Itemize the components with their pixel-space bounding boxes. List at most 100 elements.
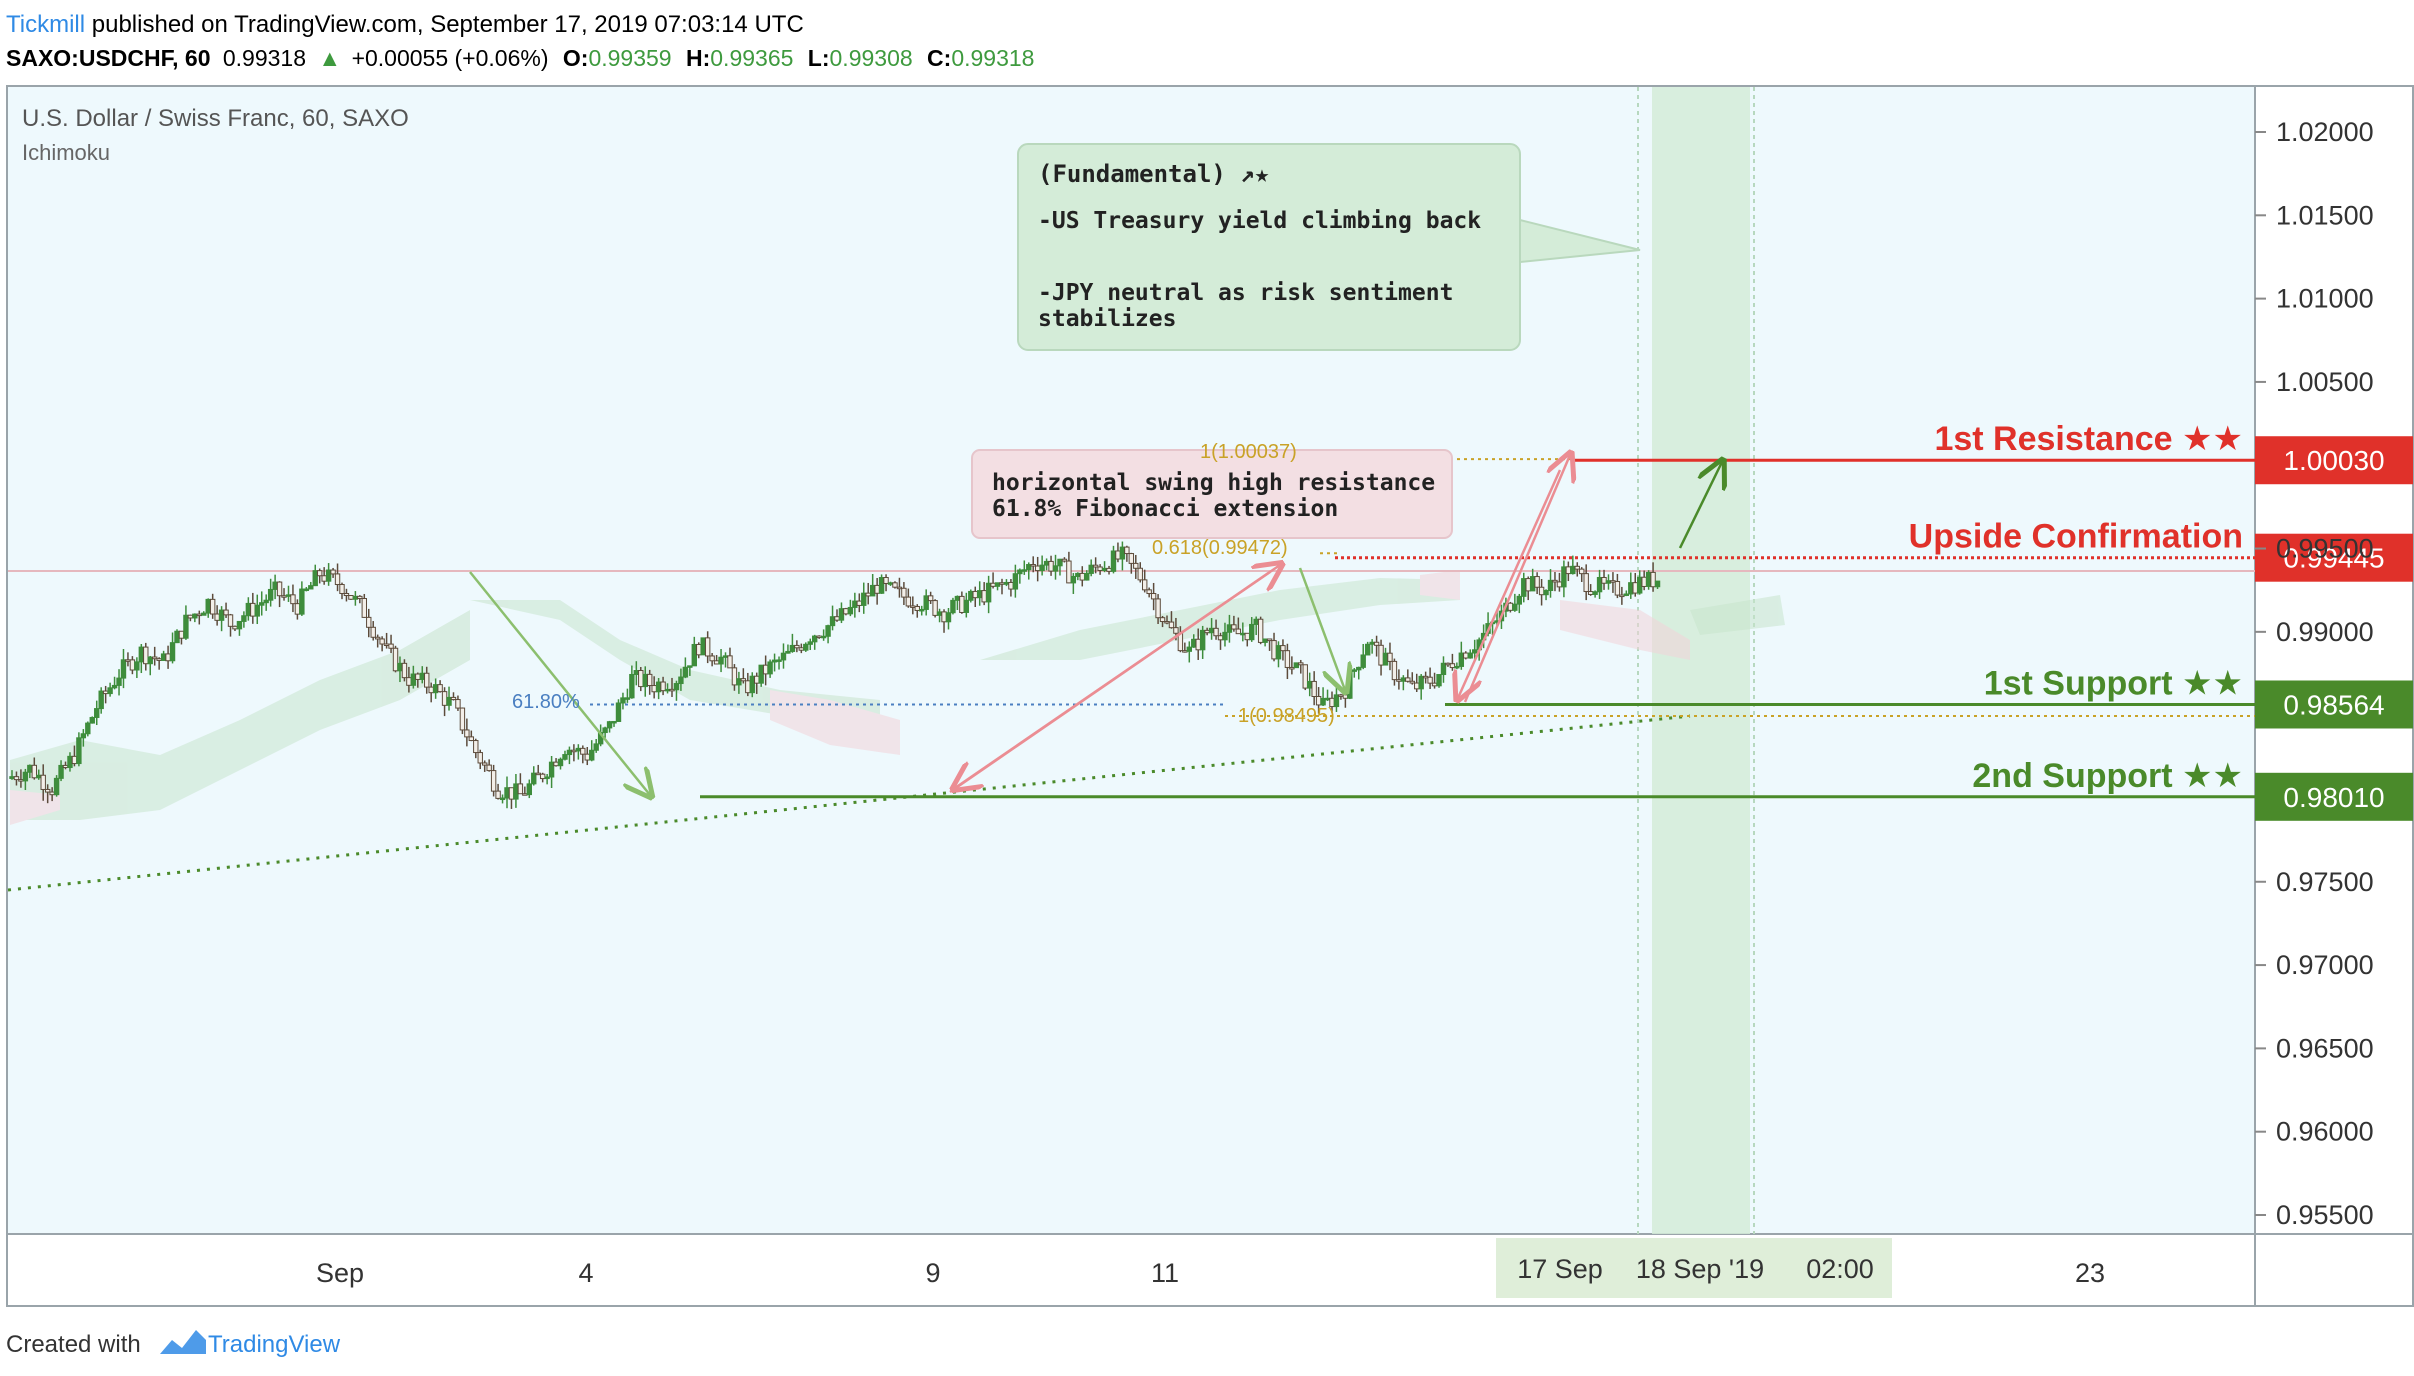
candle-body xyxy=(553,761,559,767)
candle-body xyxy=(325,569,332,582)
candle-body xyxy=(1645,571,1652,587)
publisher-link[interactable]: Tickmill xyxy=(6,11,85,38)
candle-body xyxy=(874,584,880,594)
candle-body xyxy=(312,570,318,587)
candle-body xyxy=(954,595,961,601)
candle-body xyxy=(174,630,180,644)
level-price-label-3: 0.98010 xyxy=(2283,782,2384,813)
candle-body xyxy=(919,608,925,612)
candle-body xyxy=(950,599,956,614)
arrow-retrace-1 xyxy=(469,571,650,795)
candle-body xyxy=(53,777,60,796)
candle-body xyxy=(1249,623,1255,641)
candle-body xyxy=(593,743,599,751)
candle-body xyxy=(1159,617,1166,623)
indicator-label: Ichimoku xyxy=(22,140,110,165)
candle-body xyxy=(1414,682,1420,690)
candle-body xyxy=(1405,677,1411,682)
candle-body xyxy=(602,727,608,734)
candle-body xyxy=(1275,645,1282,660)
candle-body xyxy=(624,697,631,700)
candle-body xyxy=(914,606,920,611)
candle-body xyxy=(1289,666,1295,670)
candle-body xyxy=(1092,564,1099,568)
up-arrow-icon: ▲ xyxy=(318,45,341,71)
candle-body xyxy=(776,659,782,662)
candle-body xyxy=(259,602,265,606)
candle-body xyxy=(780,652,787,661)
candle-body xyxy=(678,676,684,685)
candle-body xyxy=(504,787,510,799)
candle-body xyxy=(1565,566,1572,575)
candle-body xyxy=(1039,564,1045,572)
publish-header: Tickmill published on TradingView.com, S… xyxy=(6,11,1034,71)
x-tick-9: 9 xyxy=(925,1258,940,1288)
candle-body xyxy=(1351,669,1357,672)
candle-body xyxy=(392,647,399,672)
candle-body xyxy=(785,650,791,654)
y-tick-label: 1.00500 xyxy=(2276,367,2374,397)
candle-body xyxy=(709,655,715,662)
candle-body xyxy=(290,594,296,605)
candle-body xyxy=(308,585,314,590)
candle-body xyxy=(945,612,952,623)
candle-body xyxy=(125,659,131,662)
time-axis-labels: Sep 4 9 11 17 Sep 18 Sep '19 02:00 23 xyxy=(316,1238,2105,1298)
candle-body xyxy=(1186,646,1192,652)
candle-body xyxy=(981,590,987,603)
candle-body xyxy=(1534,576,1540,588)
level-price-box-1 xyxy=(2255,533,2413,582)
candle-body xyxy=(116,677,122,686)
candle-body xyxy=(178,630,185,639)
candle-body xyxy=(883,577,889,584)
candle-body xyxy=(762,664,769,675)
candle-body xyxy=(419,672,425,680)
candle-body xyxy=(49,791,55,796)
price-axis[interactable] xyxy=(2254,85,2414,1235)
candle-body xyxy=(892,582,898,588)
candle-body xyxy=(861,592,867,606)
candle-body xyxy=(535,772,541,776)
candle-body xyxy=(990,582,996,587)
symbol-line: SAXO:USDCHF, 60 0.99318 ▲ +0.00055 (+0.0… xyxy=(6,45,1034,71)
candle-body xyxy=(272,581,278,590)
candle-body xyxy=(963,599,970,613)
ascending-trendline xyxy=(7,714,1691,892)
tradingview-logo-icon[interactable] xyxy=(160,1330,206,1354)
candle-body xyxy=(1101,567,1108,572)
candle-body xyxy=(348,595,354,600)
candle-body xyxy=(1231,624,1237,630)
close-value: 0.99318 xyxy=(951,45,1034,71)
candle-body xyxy=(1342,694,1349,699)
candle-body xyxy=(152,656,158,660)
candle-body xyxy=(1574,565,1580,570)
candle-body xyxy=(1409,680,1415,684)
candle-body xyxy=(294,603,301,615)
symbol: SAXO:USDCHF, 60 xyxy=(6,45,210,71)
candle-body xyxy=(1547,579,1554,592)
fib-top-label: 1(1.00037) xyxy=(1200,441,1297,463)
candle-body xyxy=(1596,576,1603,593)
candle-body xyxy=(13,776,20,781)
candle-body xyxy=(548,761,555,778)
candle-body xyxy=(1137,567,1143,581)
candle-body xyxy=(120,659,127,679)
candle-body xyxy=(691,643,697,667)
candle-body xyxy=(1525,578,1531,592)
candle-body xyxy=(446,696,452,706)
arrow-retrace-2 xyxy=(1298,567,1345,690)
x-tick-17-sep: 17 Sep xyxy=(1517,1254,1603,1284)
candle-body xyxy=(1320,697,1326,706)
candle-body xyxy=(334,573,341,586)
candle-body xyxy=(1026,564,1032,571)
candle-body xyxy=(905,596,912,607)
candle-body xyxy=(1458,652,1465,667)
tradingview-brand-link[interactable]: TradingView xyxy=(208,1331,341,1358)
candle-body xyxy=(749,675,755,694)
candle-body xyxy=(771,659,778,663)
candle-body xyxy=(58,764,64,779)
level-price-label-0: 1.00030 xyxy=(2283,445,2384,476)
candle-body xyxy=(834,616,840,621)
level-price-box-0 xyxy=(2255,436,2413,485)
